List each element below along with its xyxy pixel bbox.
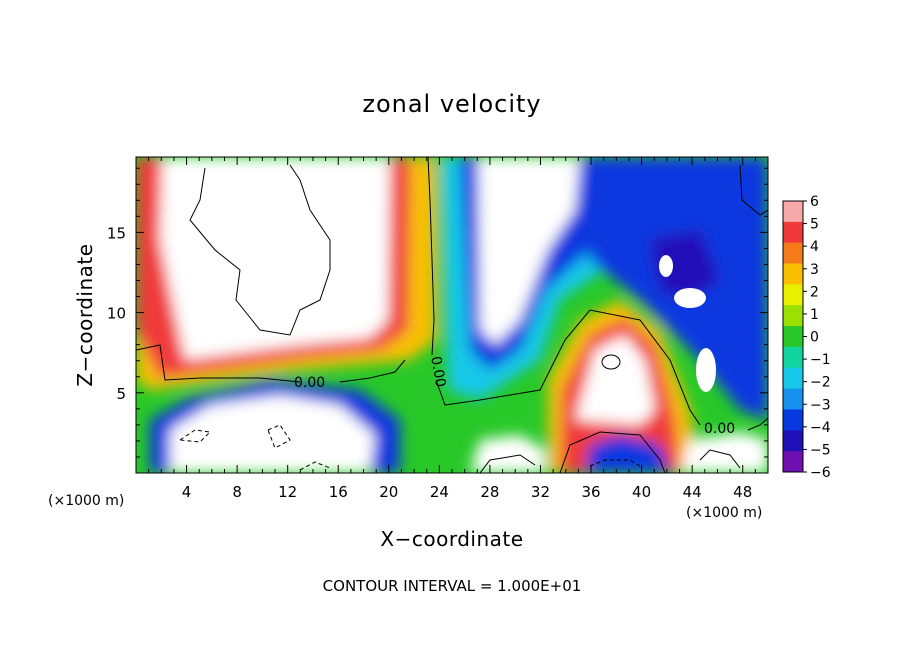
- colorbar-swatch: [783, 326, 803, 348]
- region-positive-arch-core: [575, 335, 655, 425]
- contour-topleft: [189, 164, 331, 336]
- contour-label-2: 0.00: [704, 421, 735, 437]
- x-tick-label: 32: [531, 483, 550, 501]
- region-bottom-center-white: [470, 435, 545, 473]
- x-tick-label: 8: [232, 483, 242, 501]
- x-tick-label: 40: [632, 483, 651, 501]
- colorbar: 6 5 4 3 2 1 0 −1 −2 −3 −4 −5 −6: [782, 194, 831, 481]
- y-tick-label: 10: [107, 305, 126, 323]
- hole-right-2: [696, 348, 716, 392]
- colorbar-swatch: [783, 263, 803, 285]
- contour-dashed-3: [299, 461, 331, 471]
- region-negative-central-core: [478, 157, 580, 345]
- colorbar-label: 1: [810, 307, 819, 323]
- x-tick-label: 16: [329, 483, 348, 501]
- contour-dashed-2: [267, 424, 291, 449]
- x-tick-label: 48: [733, 483, 752, 501]
- colorbar-swatch: [783, 346, 803, 369]
- colorbar-label: −6: [810, 465, 831, 481]
- x-tick-label: 36: [581, 483, 600, 501]
- x-unit-left: (×1000 m): [48, 493, 124, 509]
- colorbar-label: 3: [810, 262, 819, 278]
- contour-labels: 0.00 0.00 0.00: [294, 355, 735, 437]
- contour-arch-inner: [559, 431, 666, 473]
- region-bottomright-white: [680, 432, 768, 473]
- colorbar-swatch: [783, 430, 803, 452]
- contour-zero-central-2: [435, 309, 701, 426]
- colorbar-label: −3: [810, 397, 831, 413]
- region-negative-topright-deep: [650, 230, 720, 300]
- heatmap-field: [136, 157, 768, 473]
- contour-right-loop: [601, 354, 621, 370]
- x-tick-label: 20: [379, 483, 398, 501]
- region-bottomright-negative: [585, 435, 670, 473]
- colorbar-swatch: [783, 242, 803, 265]
- colorbar-swatch: [783, 305, 803, 327]
- hole-right-3: [659, 255, 673, 277]
- contour-top-right: [739, 164, 768, 216]
- x-tick-label: 4: [182, 483, 192, 501]
- y-axis-label: Z−coordinate: [73, 243, 97, 386]
- y-tick-label: 5: [116, 385, 126, 403]
- x-tick-label: 44: [683, 483, 702, 501]
- contour-zero-central: [427, 157, 435, 356]
- colorbar-label: −4: [810, 420, 831, 436]
- colorbar-label: −5: [810, 442, 831, 458]
- colorbar-label: 5: [810, 217, 819, 233]
- x-axis-label: X−coordinate: [380, 527, 523, 551]
- contour-zero-left-2: [339, 359, 406, 383]
- contour-label-1: 0.00: [427, 355, 448, 388]
- contour-label-0: 0.00: [294, 375, 325, 391]
- x-tick-label: 28: [480, 483, 499, 501]
- colorbar-swatch: [783, 201, 803, 223]
- contour-interval-note: CONTOUR INTERVAL = 1.000E+01: [323, 577, 582, 595]
- contour-bottom-right: [699, 449, 741, 469]
- colorbar-swatch: [783, 284, 803, 306]
- hole-right-1: [674, 288, 706, 308]
- x-tick-label: 24: [430, 483, 449, 501]
- x-unit-right: (×1000 m): [686, 505, 762, 521]
- region-bottomleft-white: [170, 395, 375, 473]
- colorbar-swatch: [783, 367, 803, 390]
- colorbar-label: 2: [810, 284, 819, 300]
- contour-bottom-mid: [479, 454, 536, 473]
- contour-dashed-4: [589, 459, 641, 467]
- colorbar-label: 6: [810, 194, 819, 210]
- contour-zero-right: [747, 417, 768, 431]
- contour-lines: [136, 157, 768, 473]
- saturated-holes: [659, 255, 716, 392]
- colorbar-swatch: [783, 451, 803, 473]
- colorbar-swatch: [783, 388, 803, 410]
- colorbar-swatch: [783, 221, 803, 244]
- colorbar-label: −2: [810, 375, 831, 391]
- colorbar-label: −1: [810, 352, 831, 368]
- heatmap-regions: [136, 157, 768, 473]
- chart-title: zonal velocity: [362, 90, 541, 118]
- y-axis: 5 10 15: [107, 167, 768, 458]
- contour-zero-left: [136, 344, 301, 383]
- colorbar-label: 0: [810, 330, 819, 346]
- colorbar-swatch: [783, 409, 803, 431]
- y-tick-label: 15: [107, 224, 126, 242]
- region-positive-topleft-core: [160, 157, 390, 360]
- x-tick-label: 12: [278, 483, 297, 501]
- x-axis: 4 8 12 16 20 24 28 32 36 40 44 48: [148, 157, 756, 501]
- colorbar-label: 4: [810, 239, 819, 255]
